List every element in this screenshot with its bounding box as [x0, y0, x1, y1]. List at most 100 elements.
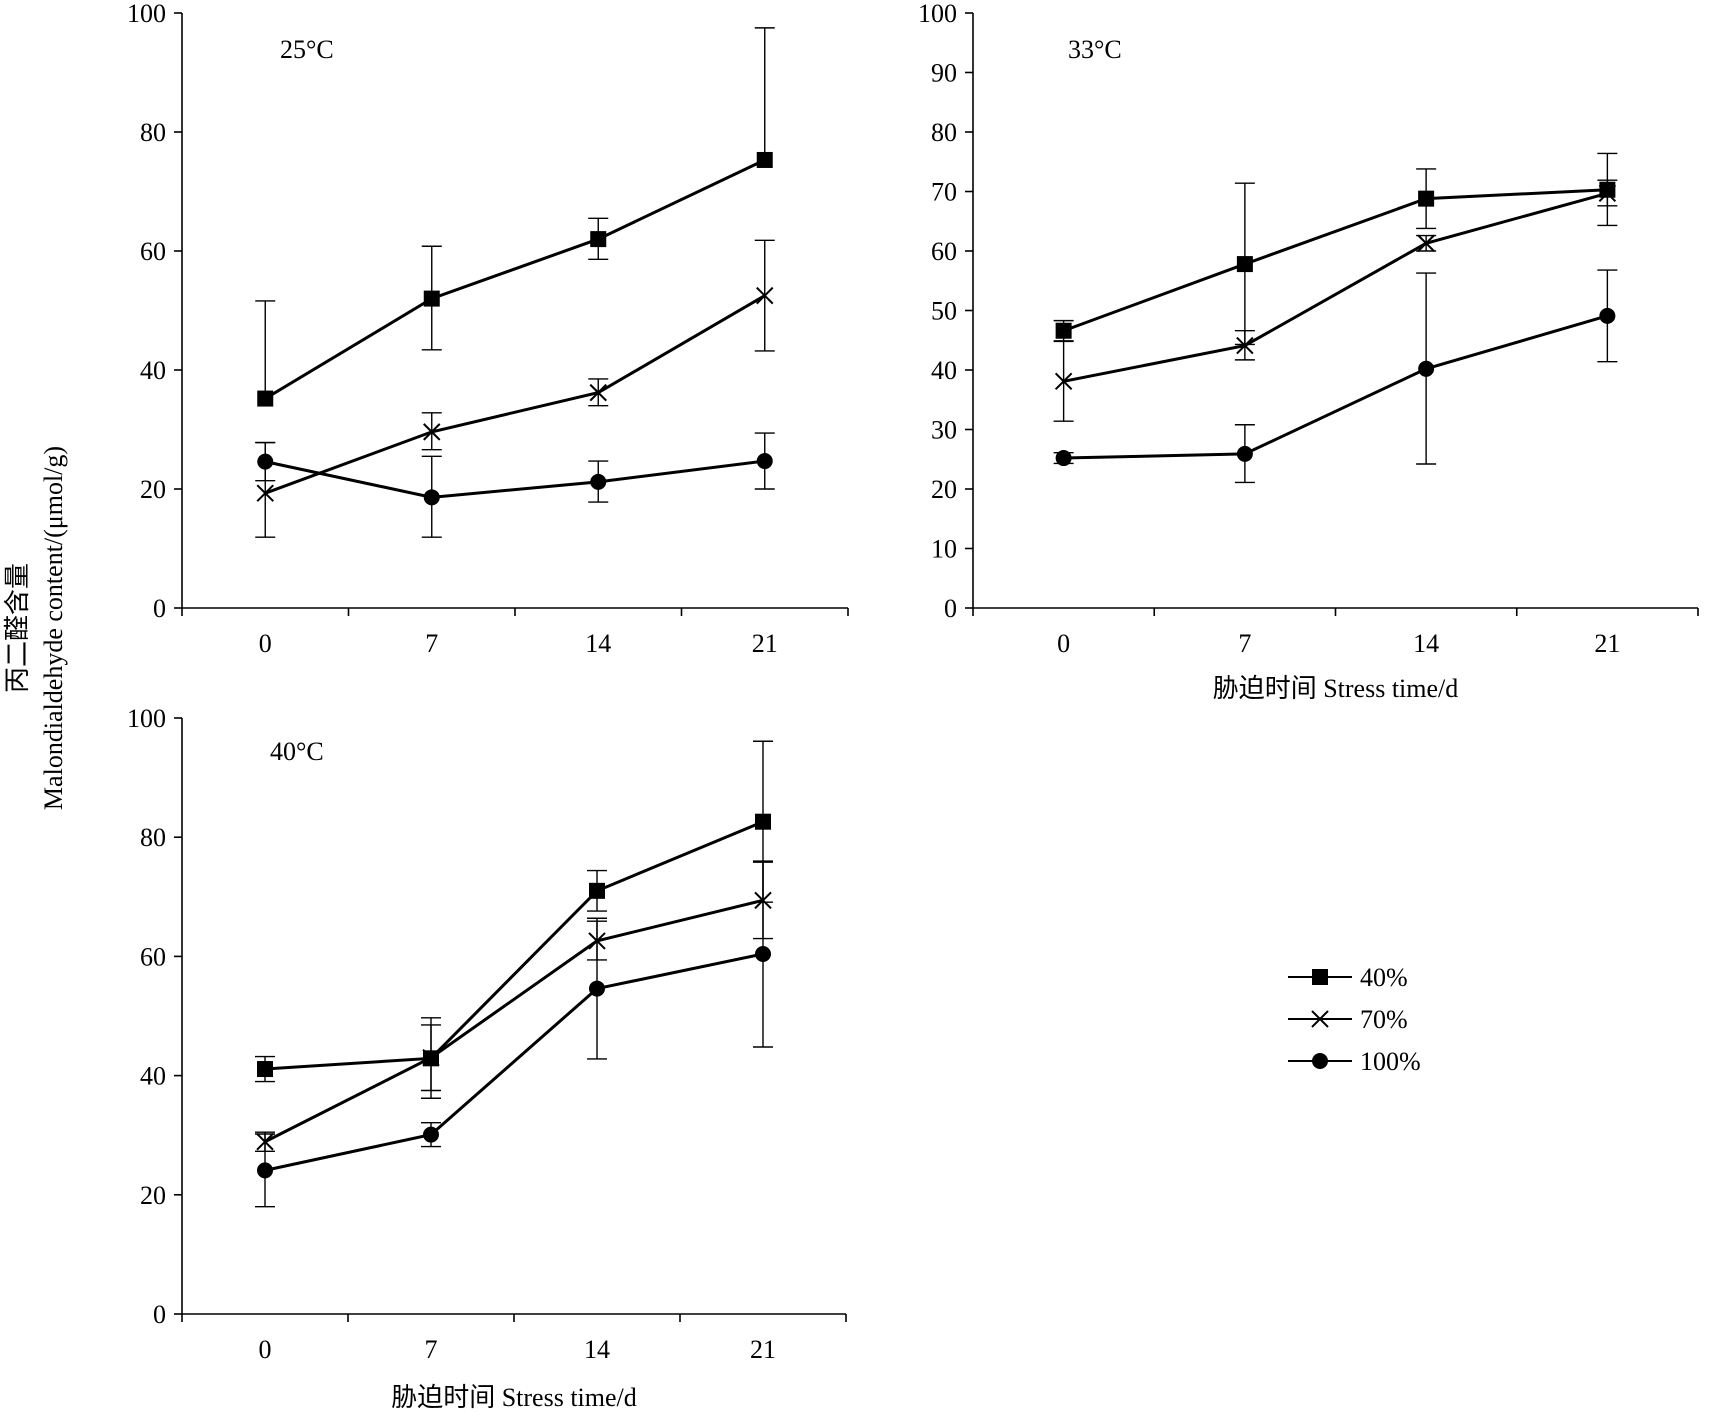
- data-point: [423, 423, 441, 441]
- series-40: [255, 27, 775, 407]
- y-tick-label: 40: [140, 1062, 166, 1091]
- y-tick-label: 0: [153, 594, 166, 623]
- y-tick-label: 20: [140, 1181, 166, 1210]
- data-point: [423, 1126, 439, 1143]
- data-point: [589, 980, 605, 997]
- legend-item-70: 70%: [1288, 1005, 1408, 1034]
- data-point: [422, 1049, 440, 1067]
- x-tick-label: 7: [425, 629, 438, 658]
- data-point: [590, 473, 607, 490]
- data-point: [755, 813, 771, 830]
- series-70: [1053, 179, 1618, 422]
- legend-marker: [1312, 969, 1328, 985]
- data-point: [1417, 234, 1435, 252]
- series-line: [1063, 188, 1608, 333]
- panel-label: 25°C: [280, 35, 334, 64]
- series-line: [264, 294, 766, 495]
- y-tick-label: 30: [931, 416, 957, 445]
- y-tick-label: 50: [931, 297, 957, 326]
- y-tick-label: 0: [944, 594, 957, 623]
- legend-item-100: 100%: [1288, 1047, 1421, 1076]
- data-point: [1054, 372, 1073, 391]
- data-point: [1055, 322, 1072, 339]
- data-point: [1055, 450, 1072, 467]
- y-tick-label: 100: [127, 0, 166, 28]
- x-axis-title: 胁迫时间 Stress time/d: [391, 1383, 637, 1412]
- y-tick-label: 60: [140, 942, 166, 971]
- data-point: [589, 383, 607, 402]
- x-tick-label: 21: [752, 629, 778, 658]
- legend: 40% 70% 100%: [1288, 963, 1421, 1076]
- series-100: [255, 432, 775, 538]
- data-point: [423, 489, 440, 506]
- y-axis-title: 丙二醛含量 Malondialdehyde content/(μmol/g): [3, 446, 68, 810]
- series-line: [264, 820, 764, 1071]
- series-40: [1053, 152, 1618, 346]
- y-tick-label: 90: [931, 59, 957, 88]
- panel-label: 33°C: [1068, 35, 1122, 64]
- y-tick-label: 70: [931, 178, 957, 207]
- data-point: [256, 484, 274, 502]
- y-tick-label: 40: [931, 356, 957, 385]
- panel-40-c: 0 20 40 60 80 100 0 7 14 21 40°C 胁迫时间 Stress time/d: [127, 704, 847, 1412]
- y-tick-label: 20: [140, 475, 166, 504]
- x-axis-title: 胁迫时间 Stress time/d: [1213, 674, 1459, 703]
- series-line: [264, 898, 764, 1144]
- series-100: [1053, 269, 1618, 484]
- series-line: [264, 459, 765, 499]
- data-point: [1236, 336, 1254, 355]
- series-line: [1063, 314, 1608, 460]
- data-point: [1599, 307, 1616, 324]
- legend-label: 100%: [1360, 1047, 1421, 1076]
- y-tick-label: 80: [140, 823, 166, 852]
- y-tick-label: 60: [931, 237, 957, 266]
- error-bar: [754, 27, 775, 160]
- y-tick-label: 20: [931, 475, 957, 504]
- series-100: [255, 860, 773, 1208]
- x-tick-label: 21: [1594, 629, 1620, 658]
- x-tick-label: 0: [1057, 629, 1070, 658]
- y-axis-title-line2: Malondialdehyde content/(μmol/g): [39, 446, 68, 810]
- y-tick-label: 80: [140, 118, 166, 147]
- legend-label: 70%: [1360, 1005, 1408, 1034]
- series-70: [255, 239, 775, 538]
- y-tick-label: 10: [931, 535, 957, 564]
- legend-item-40: 40%: [1288, 963, 1408, 992]
- y-tick-label: 100: [918, 0, 957, 28]
- panel-label: 40°C: [270, 737, 324, 766]
- x-tick-label: 0: [259, 1335, 272, 1364]
- data-point: [257, 390, 274, 407]
- data-point: [257, 1162, 273, 1179]
- y-axis-title-line1: 丙二醛含量: [3, 563, 32, 693]
- legend-marker: [1312, 1053, 1328, 1069]
- series-70: [255, 861, 773, 1152]
- legend-marker: [1311, 1010, 1329, 1028]
- data-point: [257, 1061, 273, 1078]
- data-point: [755, 946, 771, 963]
- x-tick-label: 14: [1413, 629, 1439, 658]
- data-point: [756, 453, 773, 470]
- series-40: [255, 740, 773, 1099]
- x-tick-label: 14: [584, 1335, 610, 1364]
- x-tick-label: 7: [425, 1335, 438, 1364]
- y-tick-label: 60: [140, 237, 166, 266]
- y-tick-label: 80: [931, 118, 957, 147]
- y-tick-label: 100: [127, 704, 166, 733]
- legend-label: 40%: [1360, 963, 1408, 992]
- data-point: [1236, 445, 1253, 462]
- panel-25-c: 0 20 40 60 80 100 0 7 14 21 25°C: [127, 0, 849, 658]
- data-point: [1598, 184, 1617, 202]
- data-point: [589, 882, 605, 899]
- data-point: [1418, 360, 1435, 377]
- data-point: [756, 151, 773, 168]
- panel-33-c: 0 10 20 30 40 50 60 70 80 90 100 0 7 14 21 33°C 胁迫时间 Str…: [918, 0, 1699, 703]
- x-tick-label: 21: [750, 1335, 776, 1364]
- data-point: [590, 231, 607, 248]
- data-point: [423, 290, 440, 307]
- y-tick-label: 0: [153, 1300, 166, 1329]
- x-tick-label: 7: [1238, 629, 1251, 658]
- data-point: [1236, 256, 1253, 273]
- series-line: [264, 158, 766, 400]
- y-tick-label: 40: [140, 356, 166, 385]
